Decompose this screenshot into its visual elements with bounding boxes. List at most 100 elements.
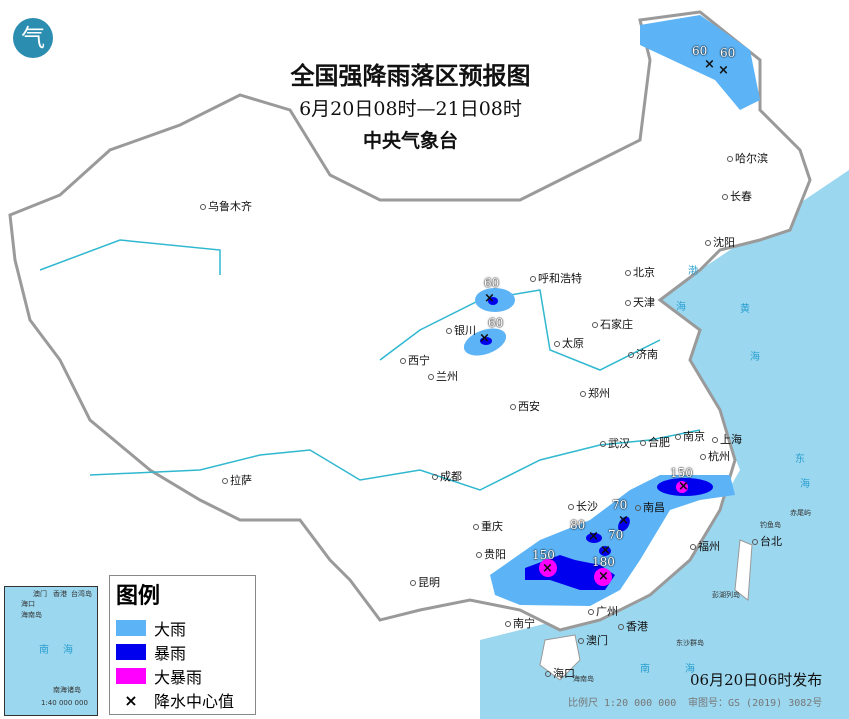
legend-label: 降水中心值 <box>154 692 235 711</box>
inset-label: 南海诸岛 <box>53 686 81 694</box>
inset-label: 澳门 <box>33 590 47 598</box>
island-label: 赤尾屿 <box>790 509 811 517</box>
city-label: 南昌 <box>635 501 665 514</box>
inset-scale: 1:40 000 000 <box>41 699 88 707</box>
legend-label: 大暴雨 <box>154 668 203 687</box>
forecast-period: 6月20日08时—21日08时 <box>299 98 522 120</box>
inset-label: 海 <box>63 645 73 656</box>
cross-icon: × <box>124 690 138 710</box>
city-label: 长沙 <box>568 500 598 513</box>
yellow-river <box>379 289 661 371</box>
rain-center-value: 150 <box>532 548 555 562</box>
taiwan <box>734 539 753 601</box>
inset-label: 台湾岛 <box>71 590 92 598</box>
city-label: 海口 <box>545 667 575 680</box>
sea-area <box>480 170 849 719</box>
inset-label: 海南岛 <box>21 611 42 619</box>
city-label: 西宁 <box>400 354 430 367</box>
city-label: 南宁 <box>505 617 535 630</box>
sea-label: 海 <box>750 352 760 363</box>
swatch <box>116 668 146 684</box>
city-label: 呼和浩特 <box>530 272 582 285</box>
swatch <box>116 644 146 660</box>
city-label: 上海 <box>712 433 742 446</box>
rain-severe-guangdong <box>594 568 612 586</box>
city-label: 昆明 <box>410 576 440 589</box>
sea-label: 海 <box>800 479 810 490</box>
cma-logo: 气 <box>13 18 53 58</box>
island-label: 彭湖列岛 <box>712 591 740 599</box>
rain-center-value: 180 <box>592 555 615 569</box>
city-label: 澳门 <box>578 634 608 647</box>
rain-center-cross-icon: × <box>618 513 629 528</box>
city-label: 长春 <box>722 190 752 203</box>
city-label: 郑州 <box>580 387 610 400</box>
legend-item-rainstorm: 暴雨 <box>116 640 186 664</box>
rain-center-cross-icon: × <box>588 529 599 544</box>
south-china-sea-inset: 澳门 香港 台湾岛 海口 海南岛 南 海 南海诸岛 1:40 000 000 <box>4 586 98 716</box>
legend-label: 大雨 <box>154 620 187 639</box>
rain-storm-hunan-1 <box>586 533 602 543</box>
inset-label: 香港 <box>53 590 67 598</box>
legend-title: 图例 <box>116 584 161 609</box>
city-label: 福州 <box>690 540 720 553</box>
rain-center-cross-icon: × <box>600 543 611 558</box>
sea-label: 东 <box>795 454 805 465</box>
sea-label: 海 <box>685 664 695 675</box>
city-label: 银川 <box>446 324 476 337</box>
rain-center-cross-icon: × <box>479 331 490 346</box>
city-label: 济南 <box>628 348 658 361</box>
rain-center-cross-icon: × <box>718 63 729 78</box>
city-label: 台北 <box>752 535 782 548</box>
city-label: 香港 <box>618 620 648 633</box>
sea-label: 渤 <box>688 266 698 277</box>
rain-center-cross-icon: × <box>484 291 495 306</box>
tarim-river <box>39 239 221 275</box>
rain-center-value: 60 <box>488 316 504 330</box>
rain-center-cross-icon: × <box>598 569 609 584</box>
issuer: 中央气象台 <box>362 130 458 152</box>
city-label: 北京 <box>625 266 655 279</box>
city-label: 贵阳 <box>476 548 506 561</box>
inset-label: 海口 <box>21 600 35 608</box>
city-label: 重庆 <box>473 520 503 533</box>
rain-severe-guangxi <box>539 559 557 577</box>
city-label: 天津 <box>625 296 655 309</box>
legend-label: 暴雨 <box>154 644 187 663</box>
rain-center-value: 70 <box>612 498 628 512</box>
legend: 图例 大雨 暴雨 大暴雨 × 降水中心值 <box>109 575 256 715</box>
city-label: 太原 <box>554 337 584 350</box>
rain-storm-ningxia-1 <box>488 297 498 305</box>
rain-center-cross-icon: × <box>678 479 689 494</box>
scale-text: 比例尺 1:20 000 000 <box>568 698 677 709</box>
city-label: 西安 <box>510 400 540 413</box>
rain-storm-ningxia-2 <box>480 337 492 345</box>
rain-storm-hunan-2 <box>599 546 611 556</box>
rain-heavy-northeast <box>640 15 760 110</box>
china-outline <box>8 10 812 632</box>
published-time: 06月20日06时发布 <box>690 671 823 689</box>
rain-severe-zhejiang <box>676 481 688 493</box>
rain-center-cross-icon: × <box>542 561 553 576</box>
map-title: 全国强降雨落区预报图 <box>290 62 531 90</box>
city-label: 拉萨 <box>222 474 252 487</box>
island-label: 钓鱼岛 <box>760 521 781 529</box>
legend-item-heavy-rain: 大雨 <box>116 616 186 640</box>
city-label: 石家庄 <box>592 318 633 331</box>
island-label: 东沙群岛 <box>676 639 704 647</box>
city-label: 杭州 <box>700 450 730 463</box>
city-label: 兰州 <box>428 370 458 383</box>
city-label: 乌鲁木齐 <box>200 200 252 213</box>
rain-center-cross-icon: × <box>704 57 715 72</box>
city-label: 成都 <box>432 470 462 483</box>
sea-label: 海 <box>676 302 686 313</box>
rain-center-value: 60 <box>484 276 500 290</box>
island-label: 海南岛 <box>573 675 594 683</box>
sea-label: 南 <box>640 664 650 675</box>
rain-center-value: 70 <box>608 528 624 542</box>
city-label: 广州 <box>588 605 618 618</box>
map-number: 审图号：GS (2019) 3082号 <box>688 698 823 709</box>
city-label: 武汉 <box>600 437 630 450</box>
rain-center-value: 150 <box>670 466 693 480</box>
rain-center-value: 80 <box>570 518 586 532</box>
